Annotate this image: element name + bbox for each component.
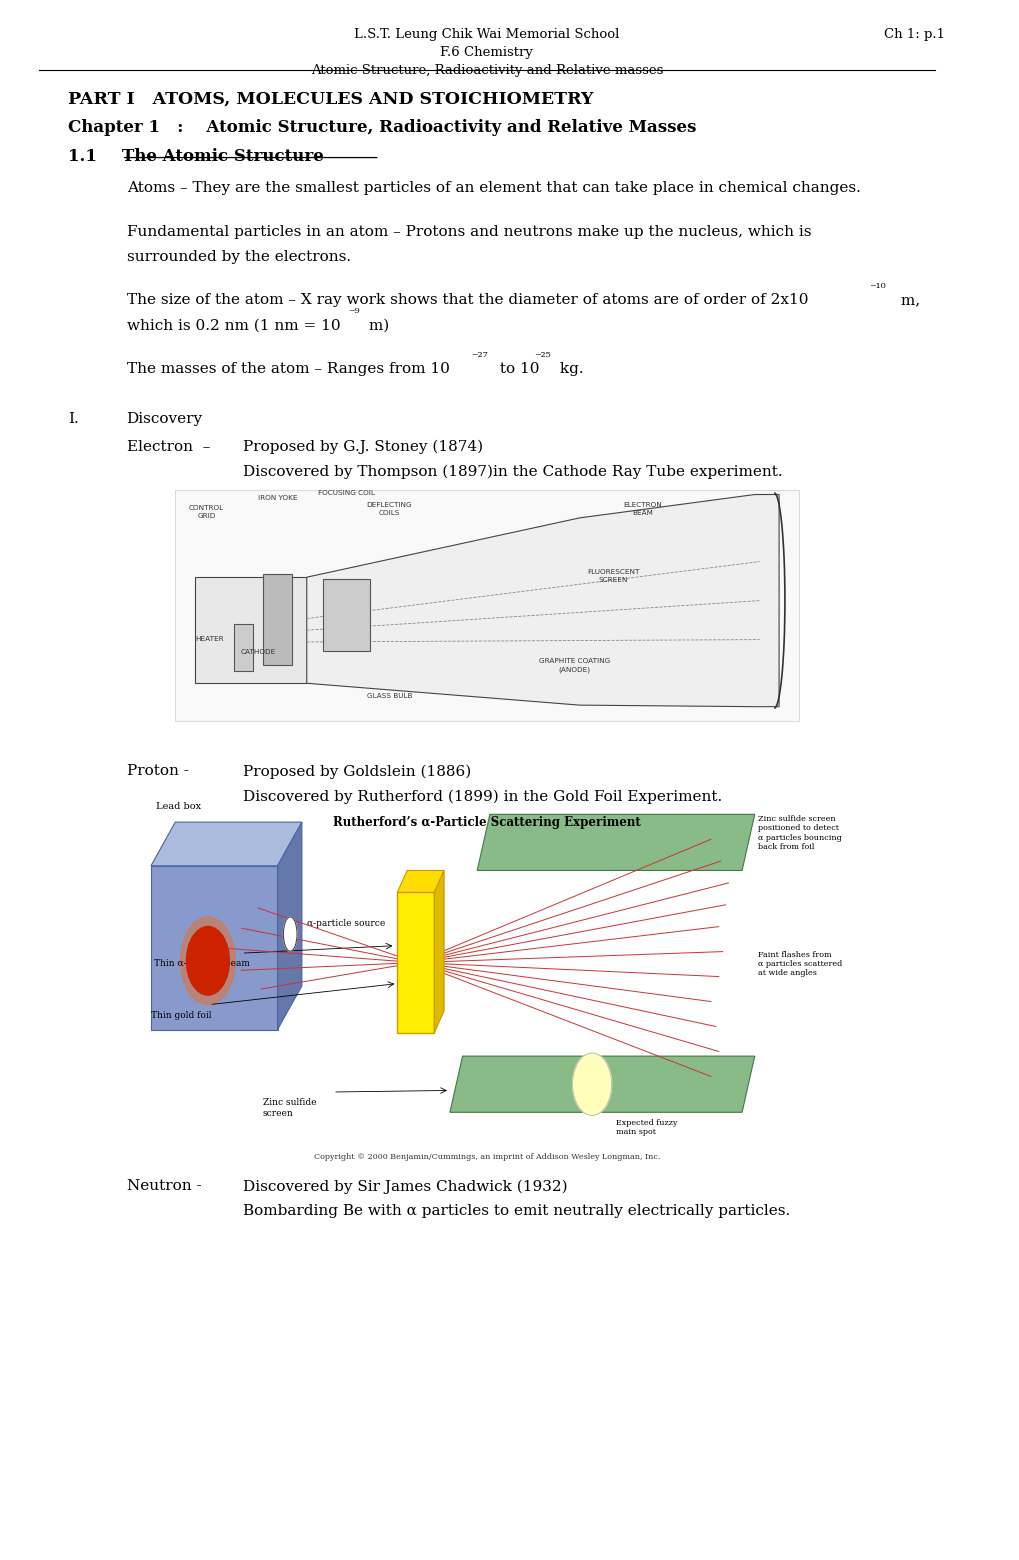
- Text: to 10: to 10: [494, 362, 539, 376]
- Text: α-particle source: α-particle source: [307, 919, 384, 928]
- Circle shape: [186, 927, 229, 995]
- Text: Atoms – They are the smallest particles of an element that can take place in che: Atoms – They are the smallest particles …: [126, 181, 860, 195]
- Text: which is 0.2 nm (1 nm = 10: which is 0.2 nm (1 nm = 10: [126, 318, 340, 332]
- Bar: [397, 892, 434, 1033]
- Bar: [151, 866, 277, 1030]
- Text: FLUORESCENT: FLUORESCENT: [587, 569, 639, 576]
- Text: GRAPHITE COATING: GRAPHITE COATING: [538, 658, 609, 665]
- Text: Zinc sulfide screen
positioned to detect
α particles bouncing
back from foil: Zinc sulfide screen positioned to detect…: [757, 816, 841, 850]
- Text: Discovered by Rutherford (1899) in the Gold Foil Experiment.: Discovered by Rutherford (1899) in the G…: [244, 789, 722, 803]
- Text: Electron  –: Electron –: [126, 440, 210, 454]
- Text: ⁻²⁷: ⁻²⁷: [471, 351, 487, 363]
- Text: Copyright © 2000 Benjamin/Cummings, an imprint of Addison Wesley Longman, Inc.: Copyright © 2000 Benjamin/Cummings, an i…: [314, 1153, 659, 1161]
- Text: Thin α-particle beam: Thin α-particle beam: [154, 959, 250, 969]
- Text: ⁻¹⁰: ⁻¹⁰: [868, 282, 884, 295]
- Text: Proton -: Proton -: [126, 764, 189, 778]
- Text: IRON YOKE: IRON YOKE: [258, 495, 297, 501]
- Bar: [323, 579, 370, 651]
- Text: ELECTRON: ELECTRON: [623, 502, 661, 509]
- Polygon shape: [434, 870, 443, 1033]
- Text: I.: I.: [68, 412, 78, 426]
- Text: Proposed by G.J. Stoney (1874): Proposed by G.J. Stoney (1874): [244, 440, 483, 454]
- Text: ⁻²⁵: ⁻²⁵: [533, 351, 550, 363]
- Polygon shape: [307, 495, 779, 707]
- Text: The size of the atom – X ray work shows that the diameter of atoms are of order : The size of the atom – X ray work shows …: [126, 293, 807, 307]
- Text: Expected fuzzy
main spot: Expected fuzzy main spot: [615, 1119, 678, 1136]
- Text: m,: m,: [895, 293, 919, 307]
- Text: HEATER: HEATER: [195, 636, 223, 643]
- Text: COILS: COILS: [378, 510, 399, 516]
- Bar: [263, 574, 291, 665]
- Text: L.S.T. Leung Chik Wai Memorial School
F.6 Chemistry
Atomic Structure, Radioactiv: L.S.T. Leung Chik Wai Memorial School F.…: [311, 28, 662, 76]
- Text: Rutherford’s α-Particle Scattering Experiment: Rutherford’s α-Particle Scattering Exper…: [333, 816, 640, 828]
- Text: Fundamental particles in an atom – Protons and neutrons make up the nucleus, whi: Fundamental particles in an atom – Proto…: [126, 225, 810, 239]
- Text: Chapter 1   :    Atomic Structure, Radioactivity and Relative Masses: Chapter 1 : Atomic Structure, Radioactiv…: [68, 119, 696, 136]
- Text: The Atomic Structure: The Atomic Structure: [121, 148, 323, 165]
- Text: CATHODE: CATHODE: [240, 649, 275, 655]
- Text: ⁻⁹: ⁻⁹: [348, 307, 360, 320]
- Text: Zinc sulfide
screen: Zinc sulfide screen: [263, 1098, 316, 1117]
- Text: Thin gold foil: Thin gold foil: [151, 1011, 211, 1020]
- Circle shape: [180, 917, 235, 1005]
- Text: Proposed by Goldslein (1886): Proposed by Goldslein (1886): [244, 764, 471, 778]
- Ellipse shape: [283, 917, 297, 952]
- Text: 1.1: 1.1: [68, 148, 108, 165]
- Text: Bombarding Be with α particles to emit neutrally electrically particles.: Bombarding Be with α particles to emit n…: [244, 1204, 790, 1218]
- Text: m): m): [364, 318, 389, 332]
- Text: (ANODE): (ANODE): [558, 666, 590, 672]
- Text: FOCUSING COIL: FOCUSING COIL: [318, 490, 375, 496]
- Text: GLASS BULB: GLASS BULB: [367, 693, 412, 699]
- Text: kg.: kg.: [554, 362, 583, 376]
- Circle shape: [572, 1053, 611, 1115]
- Polygon shape: [151, 822, 302, 866]
- Polygon shape: [277, 822, 302, 1030]
- FancyBboxPatch shape: [175, 490, 798, 721]
- Polygon shape: [397, 870, 443, 892]
- Text: Lead box: Lead box: [156, 802, 201, 811]
- Text: Discovered by Thompson (1897)in the Cathode Ray Tube experiment.: Discovered by Thompson (1897)in the Cath…: [244, 465, 783, 479]
- Text: surrounded by the electrons.: surrounded by the electrons.: [126, 250, 351, 264]
- Text: PART I   ATOMS, MOLECULES AND STOICHIOMETRY: PART I ATOMS, MOLECULES AND STOICHIOMETR…: [68, 90, 593, 108]
- Text: Discovery: Discovery: [126, 412, 203, 426]
- Bar: [195, 577, 307, 683]
- Polygon shape: [477, 814, 754, 870]
- Polygon shape: [449, 1056, 754, 1112]
- Text: SCREEN: SCREEN: [598, 577, 628, 583]
- Text: DEFLECTING: DEFLECTING: [367, 502, 412, 509]
- Text: GRID: GRID: [197, 513, 215, 519]
- Text: Neutron -: Neutron -: [126, 1179, 201, 1193]
- Text: The masses of the atom – Ranges from 10: The masses of the atom – Ranges from 10: [126, 362, 449, 376]
- Text: Faint flashes from
α particles scattered
at wide angles: Faint flashes from α particles scattered…: [757, 952, 841, 977]
- Text: CONTROL: CONTROL: [189, 505, 224, 512]
- Text: BEAM: BEAM: [632, 510, 652, 516]
- Bar: [233, 624, 253, 671]
- Text: Ch 1: p.1: Ch 1: p.1: [882, 28, 944, 41]
- Text: Discovered by Sir James Chadwick (1932): Discovered by Sir James Chadwick (1932): [244, 1179, 568, 1193]
